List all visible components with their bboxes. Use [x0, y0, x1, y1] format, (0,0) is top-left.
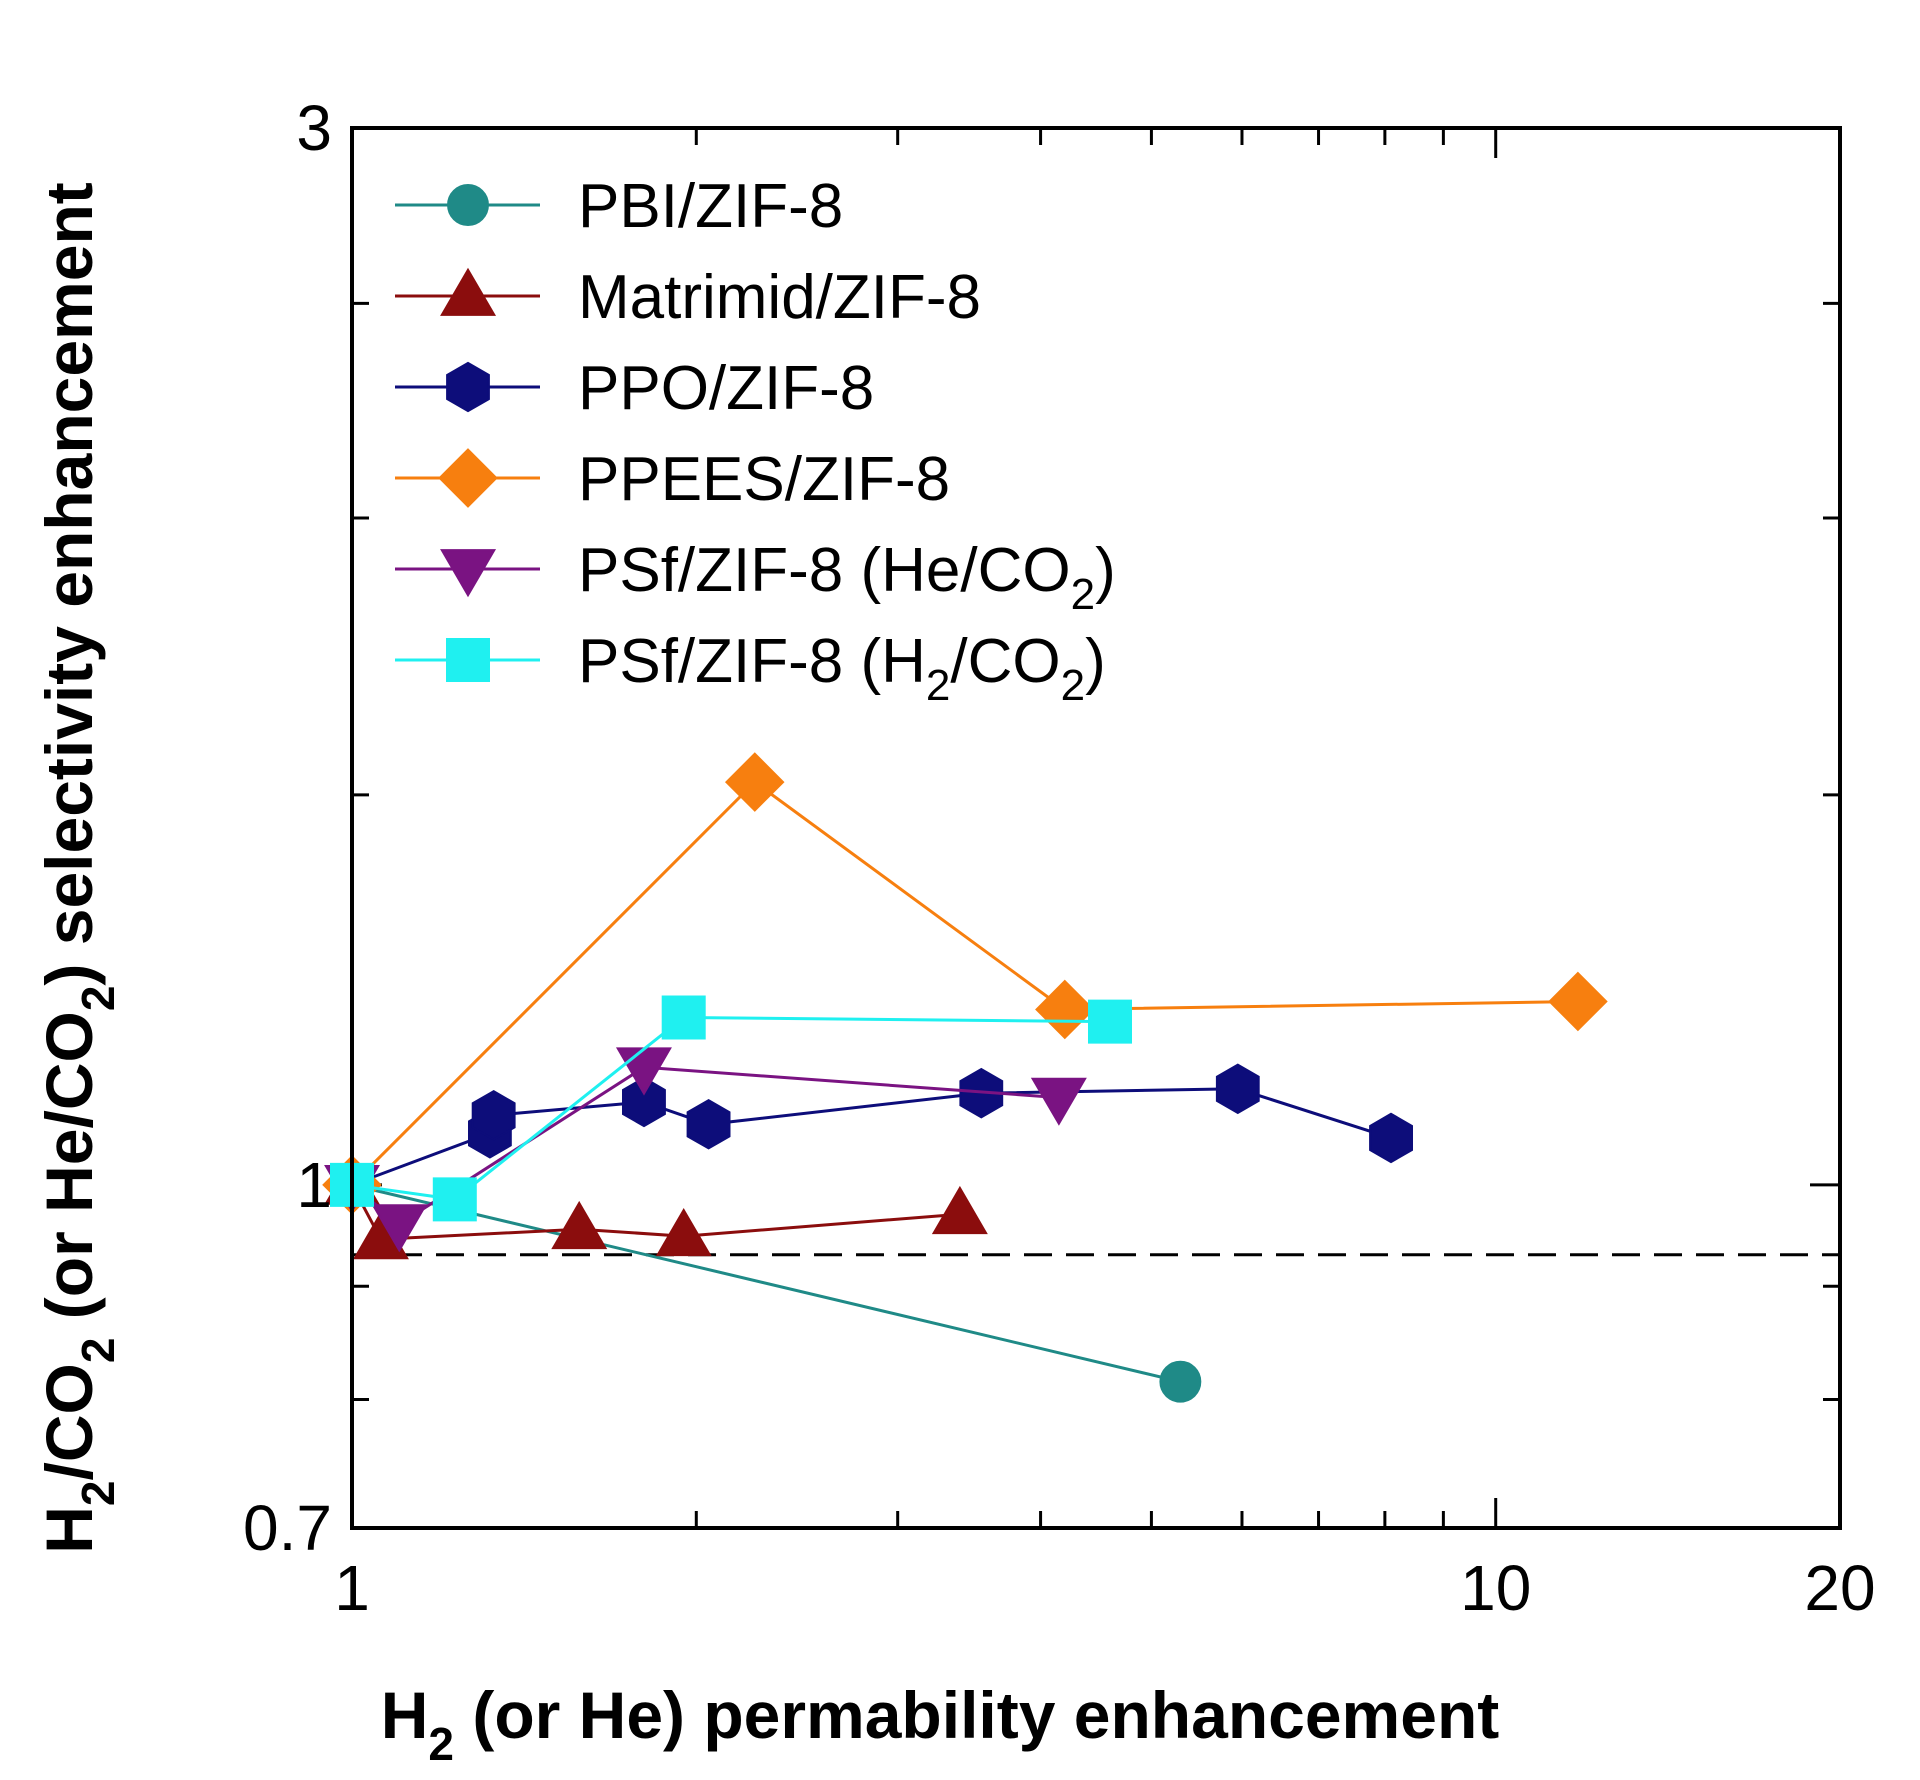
x-axis-title-main: H [381, 1678, 429, 1752]
y-axis-title-s3: 2 [72, 986, 124, 1012]
y-tick-labels: 0.7 1 3 [243, 92, 332, 1564]
data-point [551, 1200, 608, 1250]
data-point [471, 1090, 516, 1141]
legend-marker [440, 267, 497, 316]
legend-label: PPO/ZIF-8 [578, 354, 874, 423]
legend-item: Matrimid/ZIF-8 [395, 263, 981, 332]
data-point [432, 1177, 477, 1222]
legend-label-main: PSf/ZIF-8 (He/CO [578, 536, 1071, 605]
data-point [1369, 1112, 1413, 1164]
legend-marker [440, 549, 497, 598]
legend-label-sub: 2 [926, 661, 950, 710]
y-tick-label: 1 [296, 1149, 332, 1221]
y-axis-title-s1: 2 [72, 1480, 124, 1506]
data-point [655, 1208, 712, 1257]
data-point [724, 752, 785, 812]
data-point [1030, 1077, 1087, 1126]
y-axis-title-s2: 2 [72, 1338, 124, 1364]
data-point [686, 1098, 731, 1150]
y-axis-title-p2: /CO [32, 1363, 106, 1480]
x-axis-title-sub: 2 [428, 1718, 454, 1770]
legend-label-tail2: ) [1085, 627, 1106, 696]
data-point [371, 1204, 428, 1253]
y-axis-title-p4: ) selectivity enhancement [32, 182, 106, 985]
y-axis-title-p3: (or He/CO [32, 1011, 106, 1337]
legend-label: Matrimid/ZIF-8 [578, 263, 981, 332]
data-point [1035, 979, 1095, 1040]
data-point [622, 1076, 666, 1128]
series-line [351, 1183, 1181, 1384]
legend-label: PPEES/ZIF-8 [578, 445, 950, 514]
legend-label-main: PSf/ZIF-8 (H [578, 627, 926, 696]
legend-item: PPEES/ZIF-8 [395, 445, 950, 514]
data-point [1159, 1360, 1202, 1403]
series-line [351, 1015, 1111, 1201]
legend-label-main: PBI/ZIF-8 [578, 172, 843, 241]
data-point [1215, 1063, 1260, 1115]
x-axis-title-rest: (or He) permability enhancement [454, 1678, 1499, 1752]
y-tick-label: 3 [296, 92, 332, 164]
legend-marker [446, 361, 490, 413]
data-point [931, 1185, 988, 1235]
y-axis-title: H2/CO2 (or He/CO2) selectivity enhanceme… [32, 182, 124, 1553]
legend-label-tail: ) [1095, 536, 1116, 605]
series-line [350, 780, 1578, 1186]
legend-label-main: Matrimid/ZIF-8 [578, 263, 981, 332]
series-psf-zif-8-h2-co2- [330, 995, 1132, 1222]
x-axis-title: H2 (or He) permability enhancement [381, 1678, 1500, 1770]
legend-label-sub: 2 [1071, 570, 1095, 619]
legend-marker [438, 448, 498, 508]
series-ppo-zif-8 [330, 1063, 1413, 1211]
legend-item: PPO/ZIF-8 [395, 354, 874, 423]
legend-marker [446, 638, 490, 682]
data-point [1548, 971, 1608, 1032]
x-tick-label: 1 [334, 1552, 370, 1624]
legend-label: PSf/ZIF-8 (He/CO2) [578, 536, 1116, 619]
data-point [661, 995, 706, 1040]
legend-marker [447, 184, 489, 226]
legend: PBI/ZIF-8 Matrimid/ZIF-8 PPO/ZIF-8 PPEES/ZI… [395, 172, 1116, 710]
data-point [1088, 999, 1132, 1044]
x-tick-label: 10 [1460, 1552, 1531, 1624]
legend-label-main: PPEES/ZIF-8 [578, 445, 950, 514]
tick-marks [350, 128, 1840, 1528]
plot-frame [350, 126, 1842, 1530]
legend-label-sub2: 2 [1061, 661, 1085, 710]
legend-label-tail: /CO [950, 627, 1060, 696]
legend-label: PSf/ZIF-8 (H2/CO2) [578, 627, 1106, 710]
y-tick-label: 0.7 [243, 1492, 332, 1564]
legend-item: PBI/ZIF-8 [395, 172, 843, 241]
legend-label-main: PPO/ZIF-8 [578, 354, 874, 423]
x-tick-labels: 1 10 20 [334, 1552, 1875, 1624]
legend-label: PBI/ZIF-8 [578, 172, 843, 241]
legend-item: PSf/ZIF-8 (H2/CO2) [395, 627, 1106, 710]
y-axis-title-p1: H [32, 1506, 106, 1554]
legend-item: PSf/ZIF-8 (He/CO2) [395, 536, 1116, 619]
x-tick-label: 20 [1804, 1552, 1875, 1624]
